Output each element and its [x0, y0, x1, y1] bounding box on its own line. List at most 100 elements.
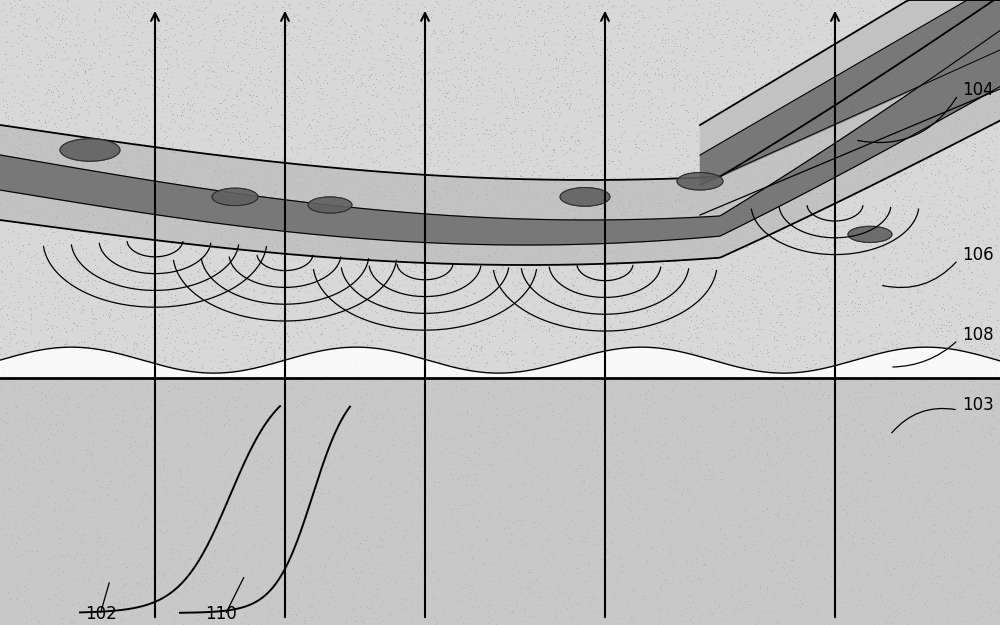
Point — [954, 335, 970, 345]
Point — [878, 343, 894, 353]
Point — [567, 595, 583, 605]
Point — [848, 281, 864, 291]
Point — [741, 594, 757, 604]
Point — [118, 165, 134, 175]
Point — [569, 419, 585, 429]
Point — [279, 364, 295, 374]
Point — [0, 511, 9, 521]
Point — [454, 196, 470, 206]
Point — [875, 36, 891, 46]
Point — [155, 165, 171, 175]
Point — [395, 49, 411, 59]
Point — [171, 173, 187, 183]
Point — [97, 531, 113, 541]
Point — [335, 473, 351, 483]
Point — [147, 48, 163, 58]
Point — [28, 425, 44, 435]
Point — [220, 57, 236, 67]
Point — [91, 533, 107, 543]
Point — [927, 511, 943, 521]
Point — [564, 515, 580, 525]
Point — [83, 162, 99, 172]
Point — [168, 48, 184, 58]
Point — [144, 169, 160, 179]
Point — [900, 89, 916, 99]
Point — [704, 579, 720, 589]
Point — [961, 136, 977, 146]
Point — [829, 222, 845, 232]
Point — [142, 93, 158, 103]
Point — [699, 267, 715, 277]
Point — [566, 213, 582, 222]
Point — [239, 242, 255, 252]
Point — [90, 187, 106, 197]
Point — [913, 322, 929, 332]
Point — [601, 193, 617, 203]
Point — [941, 345, 957, 355]
Point — [188, 587, 204, 597]
Point — [184, 116, 200, 126]
Point — [831, 299, 847, 309]
Point — [688, 476, 704, 486]
Point — [722, 515, 738, 525]
Point — [11, 32, 27, 42]
Point — [592, 357, 608, 367]
Point — [697, 478, 713, 488]
Point — [28, 277, 44, 287]
Point — [193, 208, 209, 217]
Point — [890, 318, 906, 328]
Point — [905, 111, 921, 121]
Point — [156, 126, 172, 136]
Point — [147, 145, 163, 155]
Point — [885, 218, 901, 228]
Point — [870, 40, 886, 50]
Point — [722, 372, 738, 382]
Point — [704, 151, 720, 161]
Point — [216, 21, 232, 31]
Point — [306, 590, 322, 600]
Point — [467, 74, 483, 84]
Point — [462, 564, 478, 574]
Point — [783, 266, 799, 276]
Point — [321, 585, 337, 595]
Point — [779, 236, 795, 246]
Point — [608, 311, 624, 321]
Point — [935, 259, 951, 269]
Point — [689, 562, 705, 572]
Point — [131, 454, 147, 464]
Point — [518, 594, 534, 604]
Point — [651, 415, 667, 425]
Point — [695, 315, 711, 325]
Point — [266, 460, 282, 470]
Point — [315, 262, 331, 272]
Point — [0, 454, 9, 464]
Point — [732, 522, 748, 532]
Point — [347, 341, 363, 351]
Point — [31, 372, 47, 382]
Point — [530, 176, 546, 186]
Point — [526, 348, 542, 358]
Point — [136, 227, 152, 237]
Point — [487, 331, 503, 341]
Point — [590, 274, 606, 284]
Point — [206, 182, 222, 192]
Point — [75, 301, 91, 311]
Point — [17, 258, 33, 268]
Point — [126, 23, 142, 33]
Point — [690, 542, 706, 552]
Point — [587, 189, 603, 199]
Point — [133, 80, 149, 90]
Point — [866, 93, 882, 103]
Point — [612, 35, 628, 45]
Point — [190, 219, 206, 229]
Point — [960, 128, 976, 138]
Point — [621, 177, 637, 187]
Point — [426, 159, 442, 169]
Point — [743, 164, 759, 174]
Point — [648, 431, 664, 441]
Point — [866, 346, 882, 356]
Point — [604, 538, 620, 548]
Point — [40, 342, 56, 352]
Point — [374, 409, 390, 419]
Point — [32, 107, 48, 117]
